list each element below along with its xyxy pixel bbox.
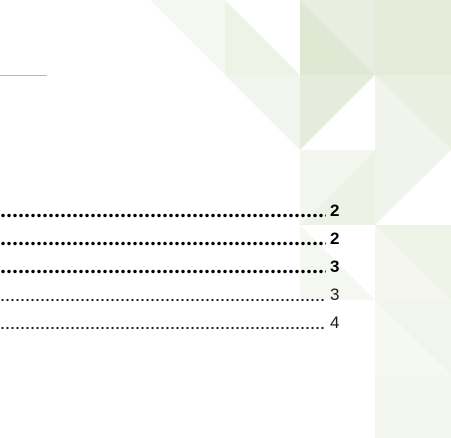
tile [300,0,375,75]
toc-entry: 4 [0,312,360,334]
dot-leader [0,269,326,274]
page-number: 2 [330,201,340,220]
page-number: 2 [330,229,340,248]
tile [375,300,451,375]
toc-entry: 3 [0,284,360,306]
dot-leader [0,213,326,218]
toc-entry: 2 [0,200,360,222]
heading-rule [0,75,47,76]
page-number: 3 [330,285,340,304]
tile [375,150,451,225]
toc-entry: 3 [0,256,360,278]
tile [375,225,451,300]
tile [225,75,300,150]
tile [375,75,451,150]
tile [375,0,451,75]
dot-leader [0,241,326,246]
toc-entry: 2 [0,228,360,250]
tile [225,0,300,75]
tile [300,150,375,225]
dot-leader [0,298,326,302]
dot-leader [0,326,326,330]
tile [375,375,451,438]
page-number: 4 [330,313,340,332]
tile [300,75,375,150]
page-number: 3 [330,257,340,276]
tile [150,0,225,75]
